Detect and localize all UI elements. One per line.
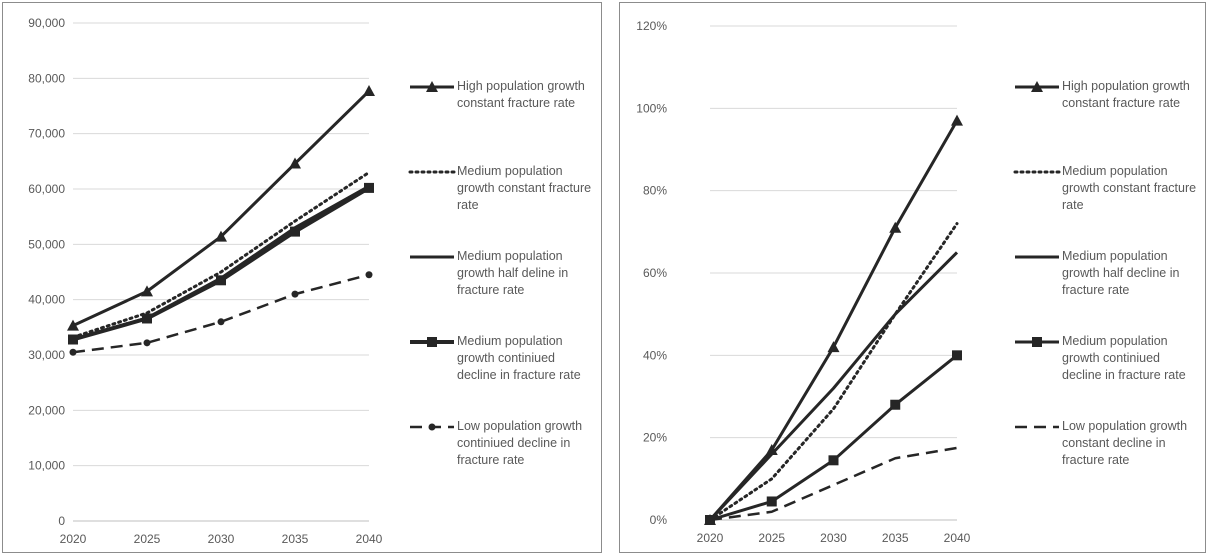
y-tick-label: 20,000 xyxy=(28,403,65,417)
y-tick-label: 0% xyxy=(650,513,668,527)
data-point xyxy=(364,182,374,193)
legend-swatch xyxy=(1015,81,1059,92)
x-tick-label: 2030 xyxy=(208,532,235,546)
y-tick-label: 50,000 xyxy=(28,237,65,251)
legend-swatch xyxy=(1015,425,1059,429)
data-point xyxy=(766,496,777,507)
legend-label: Medium population growth constant fractu… xyxy=(1062,164,1197,212)
legend-item: Medium population growth half decline in… xyxy=(1013,248,1208,318)
x-tick-label: 2025 xyxy=(134,532,161,546)
legend-label: Low population growth constant decline i… xyxy=(1062,419,1188,467)
y-tick-label: 80,000 xyxy=(28,71,65,85)
line-chart-percent-change: 0% 20% 40% 60% 80% 100% 120% 2020 2025 2030 2035 20… xyxy=(636,19,971,545)
data-point xyxy=(951,114,963,126)
data-point xyxy=(67,319,79,331)
legend-item: Low population growth constant decline i… xyxy=(1013,418,1208,488)
y-tick-label: 30,000 xyxy=(28,348,65,362)
x-tick-label: 2030 xyxy=(820,531,847,545)
legend-label: Medium population growth half deline in … xyxy=(457,249,569,297)
legend-label: High population growth constant fracture… xyxy=(457,79,585,110)
data-point xyxy=(290,226,300,237)
legend-item: High population growth constant fracture… xyxy=(408,78,608,148)
x-tick-label: 2020 xyxy=(697,531,724,545)
legend-item: Medium population growth constant fractu… xyxy=(1013,163,1208,233)
y-tick-label: 40,000 xyxy=(28,293,65,307)
y-tick-label: 0 xyxy=(58,514,65,528)
chart-panel-absolute: 0 10,000 20,000 30,000 40,000 50,000 60,000 70,… xyxy=(2,2,602,553)
data-point xyxy=(217,318,225,326)
legend-item: Low population growth continiued decline… xyxy=(408,418,608,488)
legend-label: Medium population growth half decline in… xyxy=(1062,249,1180,297)
legend-swatch xyxy=(410,255,454,259)
series-line xyxy=(72,184,370,341)
data-point xyxy=(365,271,373,279)
x-tick-label: 2025 xyxy=(758,531,785,545)
y-tick-label: 60,000 xyxy=(28,182,65,196)
legend-swatch xyxy=(410,337,454,347)
x-tick-label: 2035 xyxy=(282,532,309,546)
legend-label: Medium population growth constant fractu… xyxy=(457,164,592,212)
data-point xyxy=(68,334,78,345)
data-point xyxy=(827,341,840,353)
legend-label: Low population growth continiued decline… xyxy=(457,419,583,467)
data-point xyxy=(291,290,299,298)
x-tick-label: 2020 xyxy=(60,532,87,546)
data-point xyxy=(952,350,962,361)
data-point xyxy=(142,313,152,324)
series-line xyxy=(71,170,371,339)
data-point xyxy=(890,399,901,410)
legend-label: Medium population growth continiued decl… xyxy=(1062,334,1186,382)
legend-marker xyxy=(427,337,437,347)
data-point xyxy=(828,455,839,466)
legend-marker xyxy=(1031,81,1043,92)
data-point xyxy=(216,275,226,286)
x-tick-label: 2035 xyxy=(882,531,909,545)
line-chart-absolute: 0 10,000 20,000 30,000 40,000 50,000 60,000 70,… xyxy=(28,16,383,546)
series-line xyxy=(72,89,371,328)
y-tick-label: 20% xyxy=(643,431,667,445)
legend-item: Medium population growth continiued decl… xyxy=(1013,333,1208,403)
legend-swatch xyxy=(1013,170,1061,174)
legend-swatch xyxy=(408,170,456,174)
data-point xyxy=(141,285,153,297)
y-tick-label: 80% xyxy=(643,184,667,198)
data-point xyxy=(143,339,151,347)
legend-swatch xyxy=(1015,337,1059,347)
legend-label: High population growth constant fracture… xyxy=(1062,79,1190,110)
series-line xyxy=(72,273,370,354)
data-point xyxy=(363,85,375,97)
y-tick-label: 90,000 xyxy=(28,16,65,30)
data-point xyxy=(215,230,227,242)
legend-item: Medium population growth half deline in … xyxy=(408,248,608,318)
legend-item: Medium population growth constant fractu… xyxy=(408,163,608,233)
legend-marker xyxy=(428,423,436,431)
legend-item: Medium population growth continiued decl… xyxy=(408,333,608,403)
y-tick-label: 70,000 xyxy=(28,127,65,141)
x-tick-label: 2040 xyxy=(944,531,971,545)
y-tick-label: 40% xyxy=(643,348,667,362)
legend-swatch xyxy=(410,423,454,431)
series-line xyxy=(708,222,959,522)
x-tick-label: 2040 xyxy=(356,532,383,546)
data-point xyxy=(69,348,77,356)
legend-marker xyxy=(426,81,438,92)
data-point xyxy=(889,221,902,233)
y-tick-label: 10,000 xyxy=(28,459,65,473)
legend-marker xyxy=(1032,337,1042,347)
legend-swatch xyxy=(410,81,454,92)
legend-label: Medium population growth continiued decl… xyxy=(457,334,581,382)
y-tick-label: 120% xyxy=(636,19,667,33)
legend-item: High population growth constant fracture… xyxy=(1013,78,1208,148)
data-point xyxy=(289,157,301,169)
series-line xyxy=(708,251,959,522)
y-tick-label: 60% xyxy=(643,266,667,280)
y-tick-label: 100% xyxy=(636,101,667,115)
legend-swatch xyxy=(1015,255,1059,259)
chart-panel-percent-change: 0% 20% 40% 60% 80% 100% 120% 2020 2025 2030 2035 20… xyxy=(619,2,1206,553)
series-line xyxy=(709,446,958,522)
